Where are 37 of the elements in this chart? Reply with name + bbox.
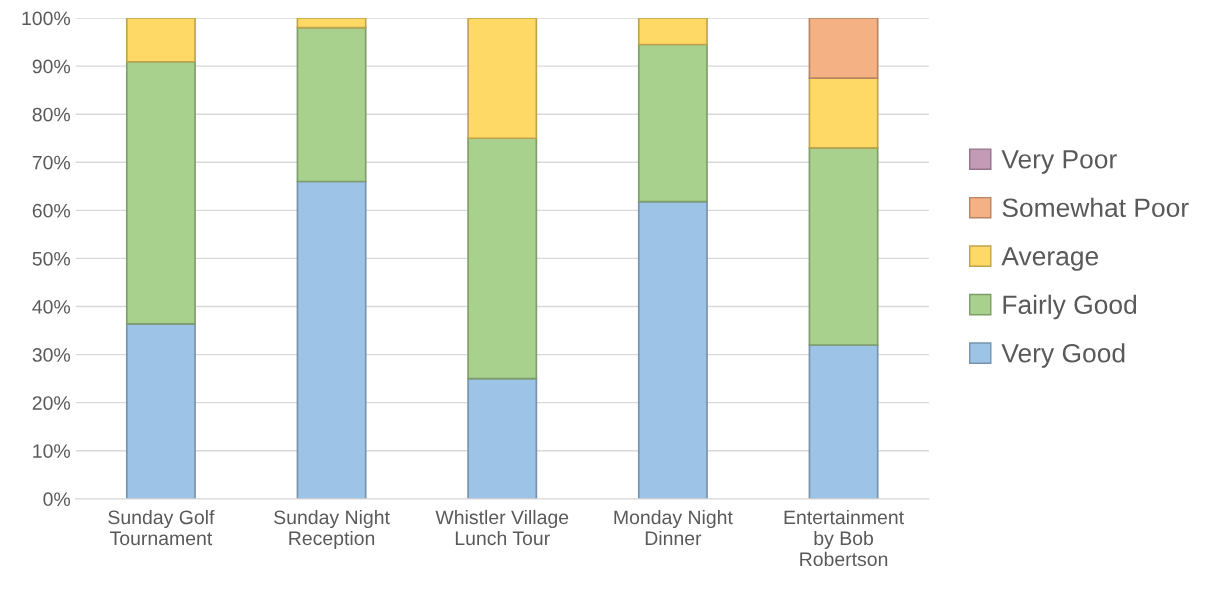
- y-tick-label: 80%: [32, 107, 71, 122]
- legend-label: Very Good: [1001, 343, 1125, 368]
- legend-label: Very Poor: [1001, 150, 1117, 174]
- bar: [637, 43, 708, 203]
- y-tick-label: 100%: [22, 11, 71, 26]
- bar: [808, 344, 879, 499]
- bar: [125, 60, 196, 325]
- y-tick-label: 50%: [32, 251, 71, 266]
- y-tick-label: 90%: [32, 59, 71, 74]
- x-tick-label: Whistler Village Lunch Tour: [435, 509, 569, 546]
- y-tick-label: 40%: [32, 299, 71, 314]
- bar: [296, 180, 367, 499]
- y-tick-label: 10%: [33, 444, 71, 458]
- bar: [808, 18, 879, 79]
- y-tick-label: 20%: [32, 396, 71, 410]
- x-tick-label: Sunday Night Reception: [274, 509, 390, 550]
- bar: [467, 18, 538, 140]
- x-tick-label: Monday Night Dinner: [614, 509, 733, 546]
- bar: [808, 77, 879, 149]
- bar: [296, 18, 367, 29]
- bar: [125, 18, 196, 63]
- y-tick-label: 0%: [43, 492, 71, 507]
- legend-label: Average: [1001, 247, 1099, 271]
- bar: [125, 322, 196, 499]
- bar: [296, 26, 367, 183]
- bar: [467, 137, 538, 380]
- y-tick-label: 60%: [32, 203, 71, 218]
- bar: [808, 147, 879, 346]
- y-tick-label: 30%: [32, 348, 71, 362]
- bar: [637, 18, 708, 46]
- legend-label: Fairly Good: [1003, 294, 1137, 320]
- x-tick-label: Sunday Golf Tournament: [108, 509, 215, 546]
- legend-label: Somewhat Poor: [1002, 197, 1189, 218]
- bar: [467, 377, 538, 499]
- x-tick-label: Entertainment by Bob Robertson: [784, 509, 904, 567]
- bar: [637, 200, 708, 499]
- y-tick-label: 70%: [32, 155, 71, 170]
